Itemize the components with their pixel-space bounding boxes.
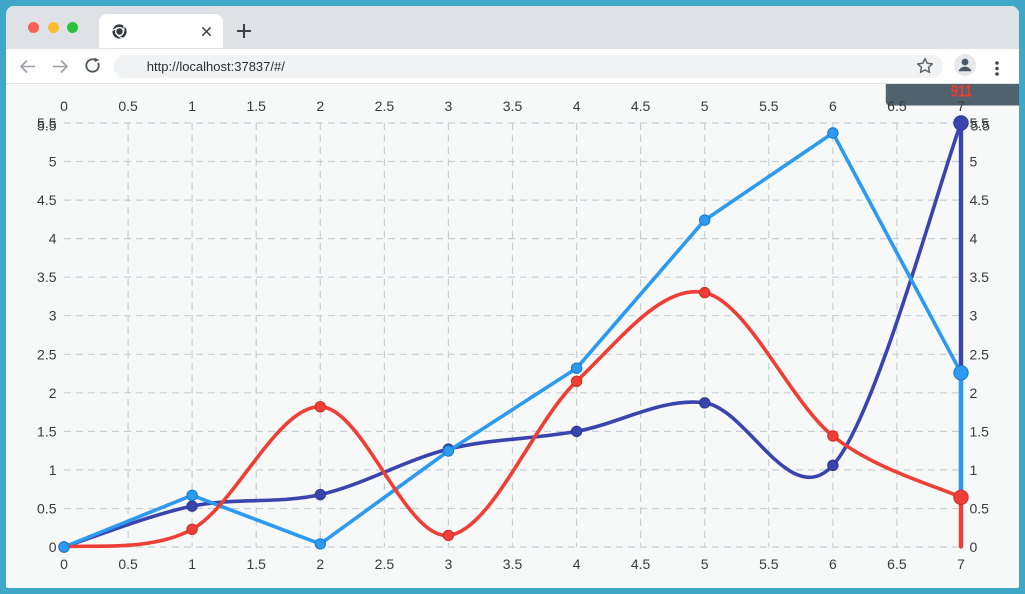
svg-text:6.5: 6.5 [887, 556, 907, 572]
svg-text:3: 3 [49, 308, 57, 324]
svg-text:3.5: 3.5 [503, 556, 523, 572]
svg-text:3.5: 3.5 [970, 269, 990, 285]
svg-text:5: 5 [49, 154, 57, 170]
svg-text:2.5: 2.5 [375, 98, 395, 114]
svg-text:4.5: 4.5 [631, 556, 651, 572]
svg-text:2: 2 [316, 98, 324, 114]
svg-text:1.5: 1.5 [970, 423, 990, 439]
svg-text:3.5: 3.5 [37, 269, 57, 285]
svg-text:1.5: 1.5 [37, 423, 57, 439]
svg-text:2: 2 [49, 385, 57, 401]
svg-text:5.5: 5.5 [37, 118, 57, 134]
svg-text:5.5: 5.5 [759, 556, 779, 572]
svg-text:4: 4 [970, 231, 978, 247]
svg-text:5.5: 5.5 [970, 115, 990, 131]
svg-text:1: 1 [188, 556, 196, 572]
svg-text:4.5: 4.5 [631, 98, 651, 114]
svg-text:4: 4 [573, 556, 581, 572]
svg-text:0: 0 [970, 539, 978, 555]
svg-text:6: 6 [829, 98, 837, 114]
svg-text:911: 911 [951, 84, 973, 101]
svg-text:3.5: 3.5 [503, 98, 523, 114]
svg-text:6: 6 [829, 556, 837, 572]
svg-text:5: 5 [701, 556, 709, 572]
svg-text:1: 1 [188, 98, 196, 114]
svg-text:4.5: 4.5 [37, 192, 57, 208]
svg-text:4: 4 [49, 231, 57, 247]
svg-text:5: 5 [970, 154, 978, 170]
svg-text:2.5: 2.5 [970, 346, 990, 362]
svg-text:3: 3 [445, 556, 453, 572]
svg-text:4.5: 4.5 [970, 192, 990, 208]
svg-text:1.5: 1.5 [246, 556, 266, 572]
svg-text:2.5: 2.5 [375, 556, 395, 572]
svg-text:5.5: 5.5 [37, 115, 57, 131]
svg-text:2: 2 [970, 385, 978, 401]
svg-text:0.5: 0.5 [118, 98, 138, 114]
svg-text:0: 0 [49, 539, 57, 555]
svg-text:1.5: 1.5 [246, 98, 266, 114]
svg-text:0.5: 0.5 [970, 501, 990, 517]
svg-text:3: 3 [445, 98, 453, 114]
svg-text:2.5: 2.5 [37, 346, 57, 362]
svg-text:7: 7 [957, 556, 965, 572]
svg-text:3: 3 [970, 308, 978, 324]
svg-text:2: 2 [316, 556, 324, 572]
svg-text:6.5: 6.5 [887, 98, 907, 114]
svg-text:1: 1 [49, 462, 57, 478]
svg-text:4: 4 [573, 98, 581, 114]
svg-text:5.5: 5.5 [759, 98, 779, 114]
svg-text:5: 5 [701, 98, 709, 114]
svg-text:0: 0 [60, 556, 68, 572]
svg-text:0.5: 0.5 [37, 501, 57, 517]
svg-text:0.5: 0.5 [118, 556, 138, 572]
svg-text:0: 0 [60, 98, 68, 114]
svg-text:1: 1 [970, 462, 978, 478]
svg-text:5.5: 5.5 [971, 118, 991, 134]
svg-text:7: 7 [957, 98, 965, 114]
